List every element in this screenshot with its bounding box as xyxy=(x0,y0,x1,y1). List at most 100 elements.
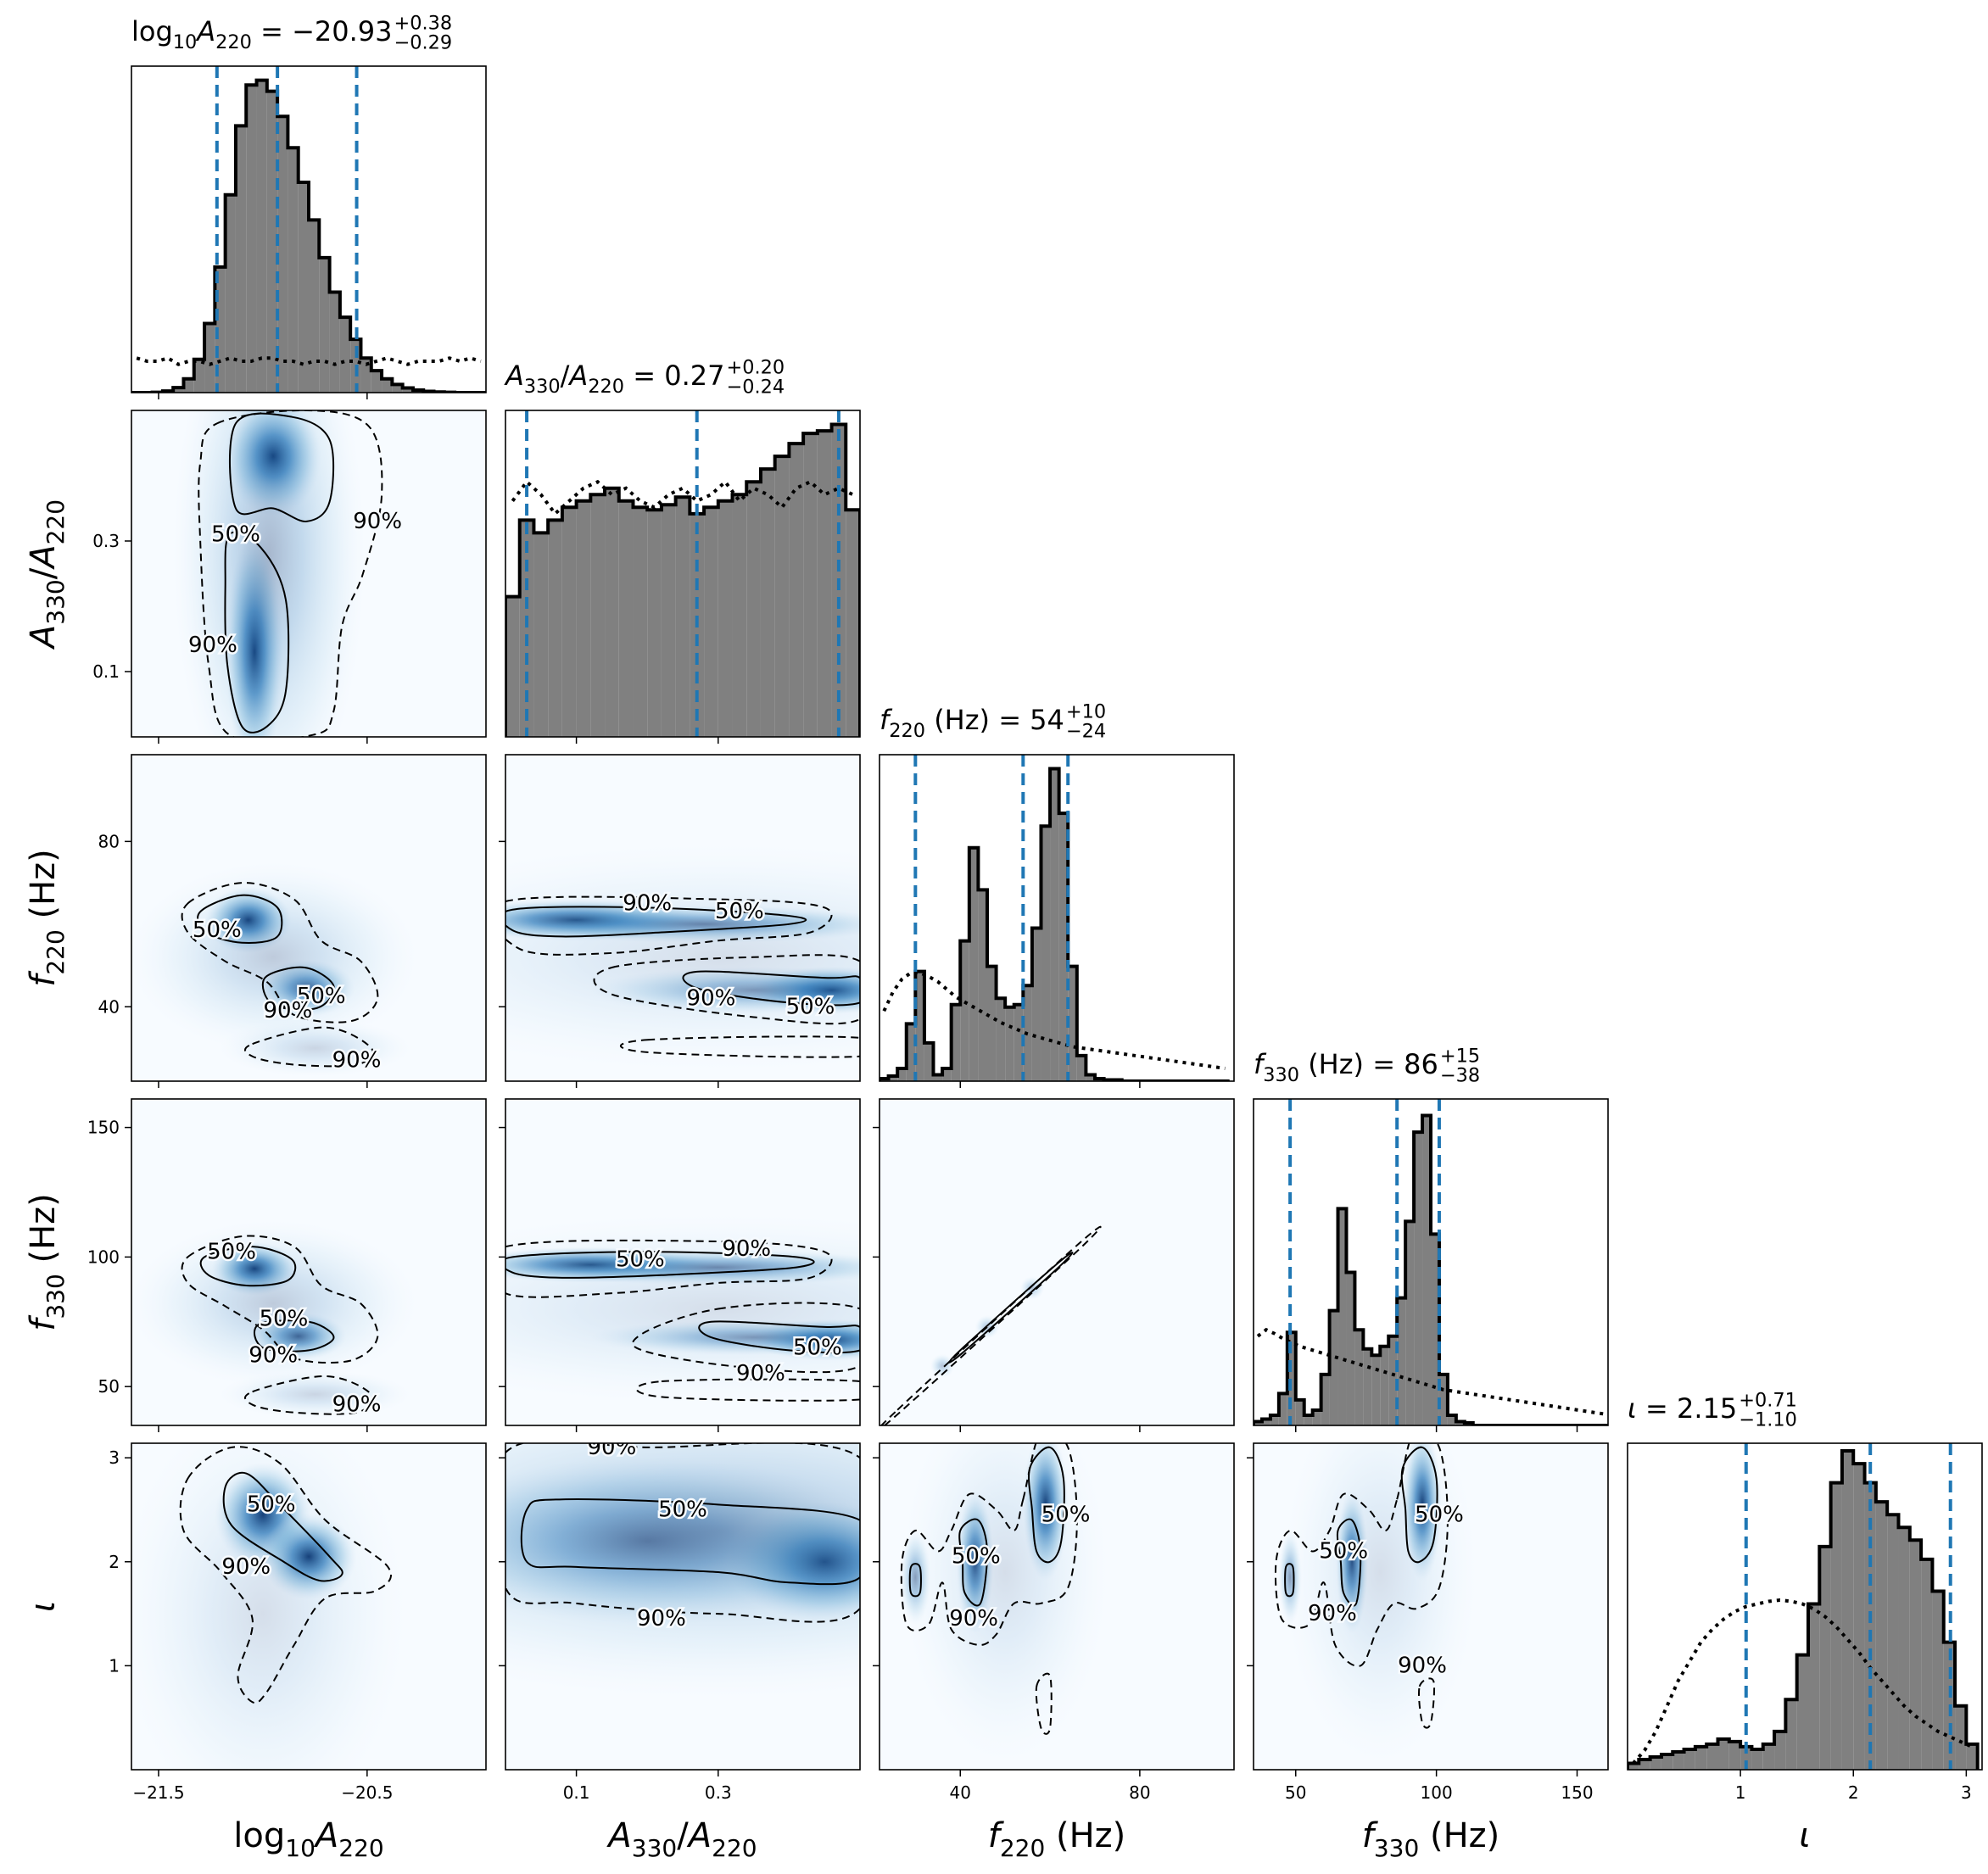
contour-label: 90% xyxy=(221,1554,271,1580)
panel-frame xyxy=(131,1442,487,1771)
y-tick-label: 3 xyxy=(109,1447,120,1468)
panel-title-part: 220 xyxy=(215,31,252,53)
x-tick-label: 0.1 xyxy=(563,1782,590,1803)
histogram-bar xyxy=(1830,1482,1842,1770)
contour-50 xyxy=(1027,1446,1065,1564)
x-tick-label: 0.3 xyxy=(705,1782,732,1803)
panel-frame xyxy=(879,754,1235,1082)
histogram-bar xyxy=(1363,1348,1372,1425)
contour-90 xyxy=(505,1239,833,1298)
histogram-outline xyxy=(1628,1449,1980,1770)
panel-frame xyxy=(1627,1442,1983,1771)
panel-title-part: / xyxy=(561,360,570,392)
histogram-bar xyxy=(718,500,733,737)
panel-content xyxy=(131,66,486,393)
histogram-bar xyxy=(1278,1393,1287,1425)
histogram-bar xyxy=(1438,1374,1448,1425)
histogram-bar xyxy=(933,1074,943,1081)
x-axis-label-part: 330 xyxy=(632,1834,677,1862)
histogram-bar xyxy=(1887,1514,1899,1770)
histogram-bar xyxy=(1740,1746,1752,1770)
histogram-bar xyxy=(605,488,619,737)
contour-label: 90% xyxy=(1308,1601,1357,1626)
histogram-bar xyxy=(382,378,393,393)
panel-title-part: (Hz) = 86 xyxy=(1299,1048,1438,1080)
y-axis-label: ι xyxy=(24,1601,63,1613)
histogram-bar xyxy=(969,847,979,1081)
histogram-bar xyxy=(897,1068,907,1081)
histogram-bar xyxy=(1728,1741,1741,1770)
x-axis-label-part: A xyxy=(606,1816,631,1855)
histogram-bar xyxy=(329,292,340,393)
histogram-bar xyxy=(1639,1759,1650,1770)
contour-90 xyxy=(635,1378,860,1402)
histogram-bar xyxy=(339,317,351,393)
histogram-bar xyxy=(888,1075,898,1081)
histogram-bar xyxy=(225,194,236,393)
contour-50 xyxy=(1336,1518,1362,1607)
contour-label: 90% xyxy=(623,890,672,916)
panel-title: f220 (Hz) = 54 xyxy=(880,704,1064,742)
panel-title: f330 (Hz) = 86 xyxy=(1254,1048,1438,1086)
contour-label: 90% xyxy=(264,998,313,1023)
histogram-bar xyxy=(204,323,215,393)
x-axis-label-part: A xyxy=(313,1816,338,1855)
histogram-bar xyxy=(1955,1705,1967,1770)
panel-frame xyxy=(879,1442,1235,1771)
contour-90 xyxy=(244,1026,374,1068)
histogram-bar xyxy=(319,257,330,393)
panel-title: ι = 2.15 xyxy=(1628,1392,1737,1425)
panel-title-part: 10 xyxy=(173,31,198,53)
x-axis-label-part: / xyxy=(677,1816,689,1855)
contour-label: 90% xyxy=(722,1236,771,1262)
histogram-bar xyxy=(1932,1591,1944,1770)
panel-title-part: log xyxy=(131,15,173,47)
histogram-bar xyxy=(1388,1336,1398,1425)
contour-90 xyxy=(1035,1672,1053,1735)
panel-content: 50% 90% xyxy=(131,1443,407,1770)
histogram-bar xyxy=(618,500,634,737)
histogram-bar xyxy=(789,443,804,737)
contour-label: 90% xyxy=(687,986,736,1012)
panel-frame xyxy=(1253,1098,1609,1426)
histogram-bar xyxy=(996,998,1006,1081)
panel-title-part: 220 xyxy=(588,376,624,398)
histogram-bar xyxy=(1695,1746,1707,1770)
x-tick-label: 50 xyxy=(1285,1782,1306,1803)
histogram-bar xyxy=(193,359,205,393)
x-axis-label-part: 330 xyxy=(1374,1834,1419,1862)
y-axis-label-part: / xyxy=(24,567,63,579)
panel-frame xyxy=(131,1098,487,1426)
panel-content xyxy=(505,410,860,737)
contour-90 xyxy=(198,410,383,737)
histogram-bar xyxy=(1898,1527,1910,1770)
x-axis-label-part: ι xyxy=(1799,1816,1811,1855)
histogram-bar xyxy=(924,1042,934,1081)
histogram-bar xyxy=(1354,1330,1364,1425)
y-axis-label-part: ι xyxy=(24,1601,63,1613)
density-blob xyxy=(1282,1443,1477,1764)
histogram-bar xyxy=(960,940,969,1081)
x-tick-label: 40 xyxy=(950,1782,971,1803)
histogram-bar xyxy=(173,388,184,393)
y-tick-label: 40 xyxy=(98,996,120,1017)
histogram-bar xyxy=(1807,1603,1820,1770)
histogram-bar xyxy=(1966,1743,1978,1770)
histogram-bar xyxy=(1295,1399,1304,1425)
histogram-outline xyxy=(505,422,860,737)
histogram-bar xyxy=(1819,1546,1831,1770)
histogram-bar xyxy=(309,220,320,393)
histogram-bar xyxy=(1774,1731,1786,1770)
x-axis-label: f220 (Hz) xyxy=(988,1816,1126,1862)
density-blob xyxy=(505,843,860,1072)
density-blob xyxy=(173,410,366,737)
histogram-bar xyxy=(576,500,591,737)
contour-50 xyxy=(228,412,335,522)
panel-content: 90% 50% 90% xyxy=(505,1443,860,1698)
histogram-bar xyxy=(1431,1234,1439,1425)
histogram-bar xyxy=(533,533,549,737)
histogram-bar xyxy=(1380,1346,1389,1425)
histogram-bar xyxy=(1853,1464,1865,1770)
density-blob xyxy=(902,1443,1108,1764)
y-axis-label: A330/A220 xyxy=(24,499,70,650)
